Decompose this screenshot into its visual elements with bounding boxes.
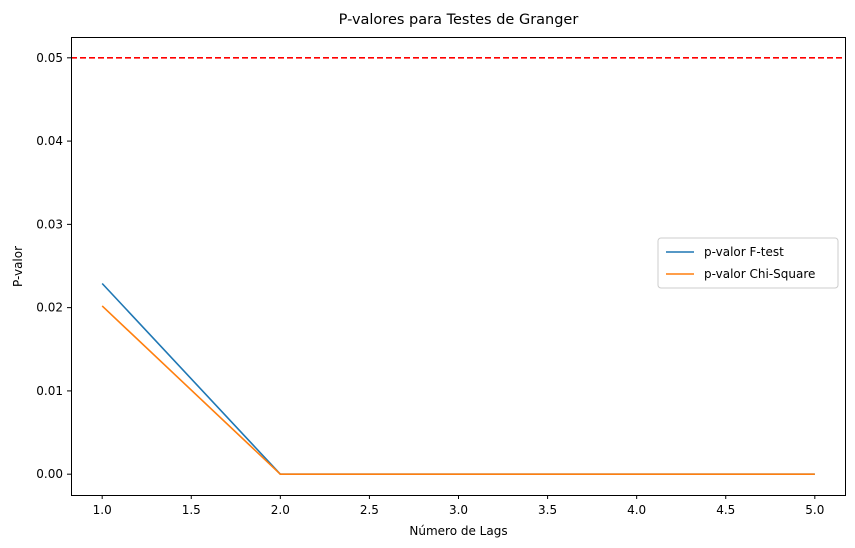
chart-title: P-valores para Testes de Granger [339,12,579,28]
legend: p-valor F-test p-valor Chi-Square [657,237,839,289]
x-tick-label: 3.5 [538,503,557,517]
y-tick-label: 0.04 [36,134,63,148]
legend-label: p-valor Chi-Square [704,267,815,281]
y-tick-label: 0.03 [36,217,63,231]
series-line-1 [101,282,815,475]
x-tick-label: 3.0 [449,503,468,517]
x-tick-label: 2.5 [360,503,379,517]
x-tick-label: 1.0 [93,503,112,517]
y-tick-label: 0.00 [36,467,63,481]
x-tick-label: 4.5 [716,503,735,517]
y-tick-label: 0.05 [36,51,63,65]
x-tick-label: 1.5 [182,503,201,517]
series-layer [101,282,815,475]
y-axis-title: P-valor [11,246,25,287]
series-line-2 [101,305,815,475]
legend-box [657,237,839,289]
x-tick-label: 2.0 [271,503,290,517]
y-axis: 0.00 0.01 0.02 0.03 0.04 0.05 [36,51,71,481]
y-tick-label: 0.01 [36,384,63,398]
x-axis-title: Número de Lags [409,524,507,538]
y-tick-label: 0.02 [36,301,63,315]
x-axis: 1.0 1.5 2.0 2.5 3.0 3.5 4.0 4.5 5.0 [93,495,824,517]
legend-label: p-valor F-test [704,245,784,259]
x-tick-label: 5.0 [805,503,824,517]
x-tick-label: 4.0 [627,503,646,517]
